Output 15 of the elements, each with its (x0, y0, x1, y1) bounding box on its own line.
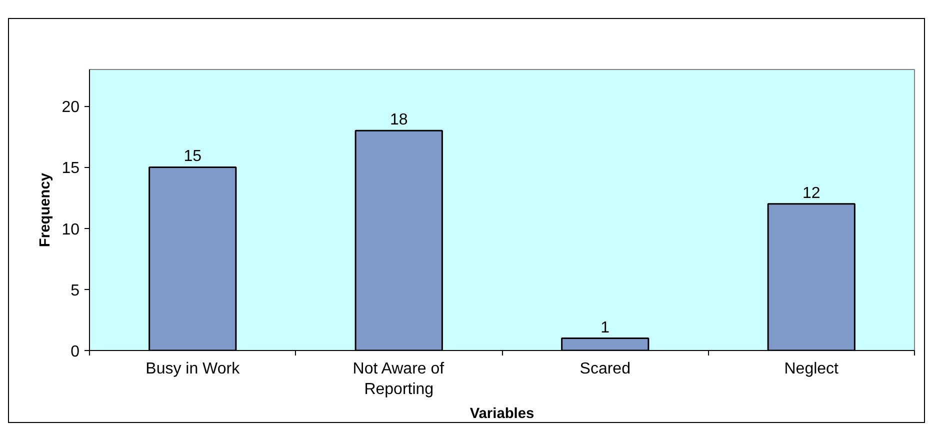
y-tick-label: 5 (70, 282, 80, 300)
x-tick-label: Busy in Work (146, 360, 241, 378)
data-label: 1 (600, 319, 610, 336)
data-label: 15 (184, 148, 202, 166)
y-axis-title: Frequency (38, 172, 54, 248)
data-label: 18 (390, 112, 408, 129)
x-axis-title: Variables (470, 406, 534, 422)
y-tick-label: 0 (70, 344, 80, 360)
data-label: 12 (802, 184, 820, 202)
y-tick-label: 15 (62, 160, 80, 178)
y-tick-label: 20 (62, 99, 80, 116)
y-tick-label: 10 (62, 221, 80, 238)
x-tick-label: Not Aware of Reporting (352, 360, 445, 398)
x-tick-label: Neglect (784, 360, 840, 378)
x-tick-label: Scared (580, 360, 630, 378)
